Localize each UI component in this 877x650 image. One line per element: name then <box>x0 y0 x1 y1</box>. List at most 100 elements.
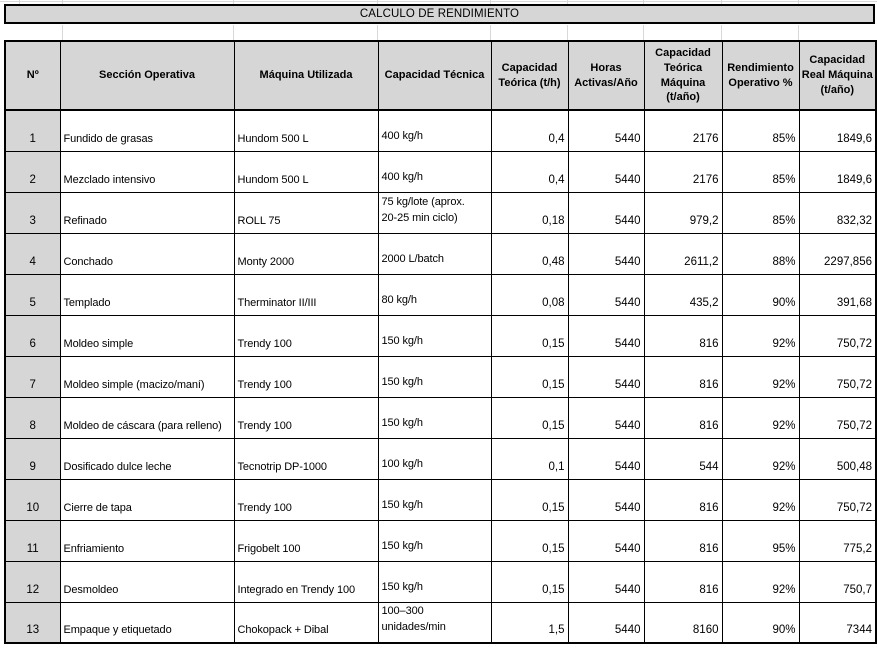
cell-rendimiento-operativo[interactable]: 90% <box>721 273 800 316</box>
column-header-seccion-operativa[interactable]: Sección Operativa <box>59 40 235 111</box>
cell-seccion-operativa[interactable]: Cierre de tapa <box>59 478 235 521</box>
cell-capacidad-tecnica[interactable]: 150 kg/h <box>377 355 492 398</box>
cell-numero[interactable]: 9 <box>4 437 61 480</box>
cell-numero[interactable]: 8 <box>4 396 61 439</box>
cell-seccion-operativa[interactable]: Templado <box>59 273 235 316</box>
cell-horas-activas[interactable]: 5440 <box>567 109 645 152</box>
column-header-capacidad-teorica-th[interactable]: Capacidad Teórica (t/h) <box>490 40 569 111</box>
cell-capacidad-teorica-th[interactable]: 0,15 <box>490 396 569 439</box>
cell-rendimiento-operativo[interactable]: 85% <box>721 109 800 152</box>
column-header-maquina-utilizada[interactable]: Máquina Utilizada <box>233 40 379 111</box>
cell-rendimiento-operativo[interactable]: 85% <box>721 150 800 193</box>
cell-capacidad-tecnica[interactable]: 100–300 unidades/min <box>377 601 492 644</box>
cell-capacidad-real-maquina[interactable]: 775,2 <box>798 519 877 562</box>
cell-rendimiento-operativo[interactable]: 92% <box>721 560 800 603</box>
column-header-numero[interactable]: Nº <box>4 40 61 111</box>
cell-capacidad-teorica-maquina[interactable]: 816 <box>643 355 723 398</box>
cell-maquina-utilizada[interactable]: Integrado en Trendy 100 <box>233 560 379 603</box>
cell-maquina-utilizada[interactable]: Trendy 100 <box>233 314 379 357</box>
cell-numero[interactable]: 4 <box>4 232 61 275</box>
cell-capacidad-teorica-maquina[interactable]: 816 <box>643 560 723 603</box>
cell-capacidad-teorica-maquina[interactable]: 816 <box>643 478 723 521</box>
cell-numero[interactable]: 2 <box>4 150 61 193</box>
column-header-capacidad-real-maquina[interactable]: Capacidad Real Máquina (t/año) <box>798 40 877 111</box>
cell-capacidad-teorica-th[interactable]: 0,15 <box>490 355 569 398</box>
cell-horas-activas[interactable]: 5440 <box>567 601 645 644</box>
cell-horas-activas[interactable]: 5440 <box>567 232 645 275</box>
cell-numero[interactable]: 7 <box>4 355 61 398</box>
cell-rendimiento-operativo[interactable]: 92% <box>721 396 800 439</box>
cell-horas-activas[interactable]: 5440 <box>567 150 645 193</box>
cell-capacidad-tecnica[interactable]: 400 kg/h <box>377 109 492 152</box>
cell-capacidad-teorica-th[interactable]: 0,18 <box>490 191 569 234</box>
cell-capacidad-tecnica[interactable]: 150 kg/h <box>377 314 492 357</box>
cell-maquina-utilizada[interactable]: Hundom 500 L <box>233 109 379 152</box>
cell-seccion-operativa[interactable]: Conchado <box>59 232 235 275</box>
cell-maquina-utilizada[interactable]: Trendy 100 <box>233 478 379 521</box>
cell-capacidad-real-maquina[interactable]: 750,72 <box>798 478 877 521</box>
cell-numero[interactable]: 3 <box>4 191 61 234</box>
cell-capacidad-real-maquina[interactable]: 750,72 <box>798 396 877 439</box>
cell-capacidad-tecnica[interactable]: 2000 L/batch <box>377 232 492 275</box>
cell-horas-activas[interactable]: 5440 <box>567 519 645 562</box>
cell-capacidad-teorica-th[interactable]: 0,1 <box>490 437 569 480</box>
cell-horas-activas[interactable]: 5440 <box>567 478 645 521</box>
cell-maquina-utilizada[interactable]: ROLL 75 <box>233 191 379 234</box>
cell-capacidad-real-maquina[interactable]: 832,32 <box>798 191 877 234</box>
cell-maquina-utilizada[interactable]: Hundom 500 L <box>233 150 379 193</box>
cell-maquina-utilizada[interactable]: Tecnotrip DP-1000 <box>233 437 379 480</box>
cell-capacidad-real-maquina[interactable]: 7344 <box>798 601 877 644</box>
cell-capacidad-teorica-maquina[interactable]: 544 <box>643 437 723 480</box>
column-header-capacidad-teorica-maquina[interactable]: Capacidad Teórica Máquina (t/año) <box>643 40 723 111</box>
cell-capacidad-real-maquina[interactable]: 2297,856 <box>798 232 877 275</box>
cell-horas-activas[interactable]: 5440 <box>567 191 645 234</box>
cell-capacidad-teorica-th[interactable]: 0,15 <box>490 560 569 603</box>
cell-numero[interactable]: 11 <box>4 519 61 562</box>
cell-seccion-operativa[interactable]: Dosificado dulce leche <box>59 437 235 480</box>
cell-capacidad-tecnica[interactable]: 150 kg/h <box>377 519 492 562</box>
cell-horas-activas[interactable]: 5440 <box>567 355 645 398</box>
cell-capacidad-real-maquina[interactable]: 750,7 <box>798 560 877 603</box>
cell-horas-activas[interactable]: 5440 <box>567 560 645 603</box>
column-header-capacidad-tecnica[interactable]: Capacidad Técnica <box>377 40 492 111</box>
cell-capacidad-tecnica[interactable]: 150 kg/h <box>377 396 492 439</box>
cell-seccion-operativa[interactable]: Moldeo de cáscara (para relleno) <box>59 396 235 439</box>
cell-capacidad-teorica-maquina[interactable]: 2611,2 <box>643 232 723 275</box>
cell-capacidad-tecnica[interactable]: 75 kg/lote (aprox. 20-25 min ciclo) <box>377 191 492 234</box>
cell-horas-activas[interactable]: 5440 <box>567 314 645 357</box>
cell-capacidad-teorica-th[interactable]: 0,15 <box>490 519 569 562</box>
cell-seccion-operativa[interactable]: Desmoldeo <box>59 560 235 603</box>
cell-capacidad-teorica-th[interactable]: 0,4 <box>490 150 569 193</box>
cell-capacidad-teorica-th[interactable]: 1,5 <box>490 601 569 644</box>
cell-rendimiento-operativo[interactable]: 95% <box>721 519 800 562</box>
cell-rendimiento-operativo[interactable]: 90% <box>721 601 800 644</box>
cell-seccion-operativa[interactable]: Empaque y etiquetado <box>59 601 235 644</box>
cell-capacidad-real-maquina[interactable]: 750,72 <box>798 355 877 398</box>
cell-horas-activas[interactable]: 5440 <box>567 273 645 316</box>
cell-rendimiento-operativo[interactable]: 85% <box>721 191 800 234</box>
cell-capacidad-teorica-th[interactable]: 0,48 <box>490 232 569 275</box>
cell-seccion-operativa[interactable]: Enfriamiento <box>59 519 235 562</box>
cell-numero[interactable]: 1 <box>4 109 61 152</box>
cell-capacidad-teorica-th[interactable]: 0,15 <box>490 314 569 357</box>
cell-capacidad-teorica-maquina[interactable]: 2176 <box>643 150 723 193</box>
cell-horas-activas[interactable]: 5440 <box>567 437 645 480</box>
column-header-rendimiento-operativo[interactable]: Rendimiento Operativo % <box>721 40 800 111</box>
cell-capacidad-teorica-maquina[interactable]: 816 <box>643 314 723 357</box>
cell-capacidad-tecnica[interactable]: 400 kg/h <box>377 150 492 193</box>
cell-capacidad-tecnica[interactable]: 150 kg/h <box>377 478 492 521</box>
cell-capacidad-teorica-th[interactable]: 0,4 <box>490 109 569 152</box>
cell-maquina-utilizada[interactable]: Frigobelt 100 <box>233 519 379 562</box>
cell-capacidad-tecnica[interactable]: 100 kg/h <box>377 437 492 480</box>
cell-capacidad-real-maquina[interactable]: 500,48 <box>798 437 877 480</box>
column-header-horas-activas[interactable]: Horas Activas/Año <box>567 40 645 111</box>
cell-capacidad-teorica-maquina[interactable]: 435,2 <box>643 273 723 316</box>
cell-seccion-operativa[interactable]: Refinado <box>59 191 235 234</box>
cell-maquina-utilizada[interactable]: Trendy 100 <box>233 355 379 398</box>
cell-seccion-operativa[interactable]: Moldeo simple <box>59 314 235 357</box>
cell-seccion-operativa[interactable]: Moldeo simple (macizo/maní) <box>59 355 235 398</box>
cell-capacidad-tecnica[interactable]: 150 kg/h <box>377 560 492 603</box>
cell-numero[interactable]: 5 <box>4 273 61 316</box>
sheet-title-cell[interactable]: CALCULO DE RENDIMIENTO <box>4 4 875 24</box>
cell-rendimiento-operativo[interactable]: 92% <box>721 478 800 521</box>
